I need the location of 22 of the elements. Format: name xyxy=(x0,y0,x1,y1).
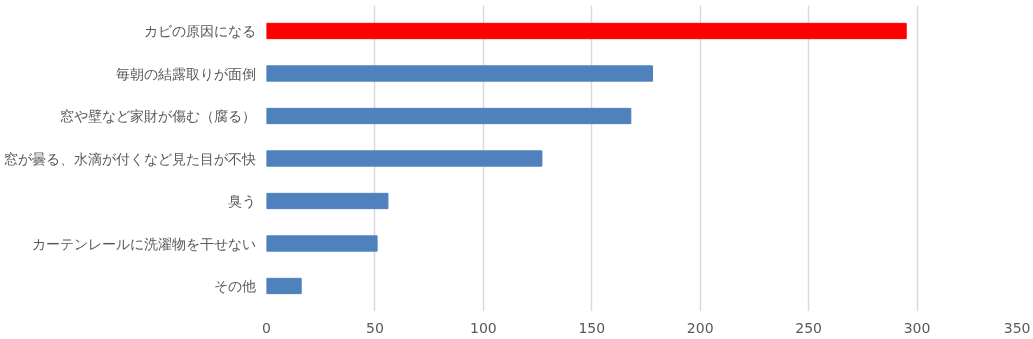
bar xyxy=(266,150,543,167)
y-tick-label: その他 xyxy=(213,278,256,294)
bar xyxy=(266,65,654,82)
x-tick-label: 300 xyxy=(903,319,931,336)
bar xyxy=(266,107,632,125)
y-tick-label: 毎朝の結露取りが面倒 xyxy=(115,65,256,82)
x-tick-label: 250 xyxy=(795,319,823,336)
y-tick-label: 臭う xyxy=(227,193,256,209)
x-tick-label: 350 xyxy=(1003,319,1031,336)
x-tick-label: 150 xyxy=(578,319,606,336)
x-tick-label: 50 xyxy=(366,319,384,336)
y-tick-label: 窓が曇る、水滴が付くなど見た目が不快 xyxy=(3,150,256,167)
bar xyxy=(266,235,378,252)
y-tick-label: カーテンレールに洗濯物を干せない xyxy=(31,235,256,252)
bar xyxy=(266,192,389,210)
bar xyxy=(266,22,907,40)
y-tick-label: カビの原因になる xyxy=(143,23,256,39)
x-tick-label: 100 xyxy=(470,319,497,336)
x-tick-label: 0 xyxy=(262,319,271,336)
x-tick-label: 200 xyxy=(686,319,714,336)
bar xyxy=(266,277,302,295)
y-tick-label: 窓や壁など家財が傷む（腐る） xyxy=(59,108,256,124)
